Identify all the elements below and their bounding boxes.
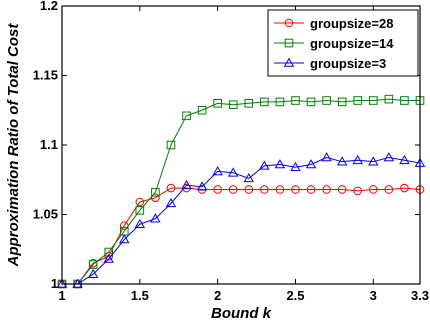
series-groupsize=3 (56, 152, 426, 288)
data-point (384, 185, 394, 194)
data-point (119, 234, 130, 244)
data-point (135, 197, 145, 207)
data-point (275, 185, 285, 194)
data-point (274, 159, 286, 169)
data-point (259, 160, 270, 170)
data-point (322, 185, 331, 194)
data-point (228, 100, 238, 109)
data-point (228, 185, 238, 194)
data-point (353, 186, 363, 196)
data-point (104, 247, 113, 257)
data-point (166, 183, 176, 193)
data-point (243, 172, 255, 183)
data-point (87, 268, 99, 279)
data-point (400, 183, 409, 193)
data-point (181, 179, 192, 190)
data-point (369, 96, 378, 105)
data-point (305, 159, 317, 169)
data-point (260, 97, 269, 107)
data-point (384, 94, 394, 104)
data-point (291, 185, 300, 194)
data-point (369, 185, 378, 194)
data-point (283, 57, 295, 67)
y-tick-label: 1.1 (40, 137, 58, 152)
data-point (197, 105, 207, 115)
legend-label: groupsize=14 (310, 36, 394, 51)
x-axis-label: Bound k (211, 305, 272, 322)
x-tick-label: 3.3 (411, 288, 429, 303)
x-tick-label: 2.5 (286, 288, 304, 303)
y-tick-label: 1 (51, 276, 58, 291)
x-tick-label: 2 (214, 288, 221, 303)
data-point (260, 185, 269, 194)
data-point (353, 96, 363, 105)
data-point (213, 185, 222, 194)
y-tick-label: 1.15 (33, 68, 58, 83)
data-point (400, 96, 409, 105)
data-point (150, 213, 161, 223)
x-tick-label: 1.5 (131, 288, 149, 303)
data-point (321, 152, 332, 162)
data-point (291, 96, 300, 105)
data-point (368, 156, 379, 166)
legend: groupsize=28 groupsize=14 groupsize=3 (267, 9, 419, 77)
y-tick-label: 1.05 (33, 207, 58, 222)
legend-label: groupsize=3 (310, 56, 386, 71)
data-point (134, 218, 146, 229)
data-point (244, 99, 254, 108)
data-point (383, 152, 395, 162)
data-point (275, 97, 285, 107)
data-point (290, 161, 301, 172)
data-point (88, 260, 98, 269)
data-point (165, 198, 177, 208)
data-point (284, 38, 294, 48)
data-point (166, 140, 176, 150)
data-point (212, 166, 223, 176)
data-point (322, 96, 331, 105)
data-point (337, 97, 347, 107)
x-tick-label: 3 (370, 288, 377, 303)
data-point (352, 154, 363, 165)
data-point (336, 156, 348, 166)
data-point (182, 111, 191, 121)
data-point (399, 154, 410, 165)
data-point (213, 99, 222, 108)
data-point (337, 185, 347, 194)
data-point (306, 97, 316, 107)
y-tick-label: 1.2 (40, 0, 58, 13)
series-line (62, 187, 421, 285)
data-point (227, 167, 239, 177)
data-point (151, 193, 160, 203)
data-point (306, 185, 316, 194)
data-point (135, 206, 145, 215)
legend-label: groupsize=28 (310, 16, 393, 31)
data-point (284, 18, 294, 28)
data-point (103, 253, 114, 263)
data-point (196, 181, 208, 191)
data-point (151, 187, 160, 197)
data-point (244, 185, 254, 194)
y-axis-label: Approximation Ratio of Total Cost (5, 23, 22, 268)
x-tick-label: 1 (58, 288, 65, 303)
ticks-layer: 1 1.5 2 2.5 3 3.3 1 1.05 1.1 1.15 1.2 (33, 0, 429, 303)
